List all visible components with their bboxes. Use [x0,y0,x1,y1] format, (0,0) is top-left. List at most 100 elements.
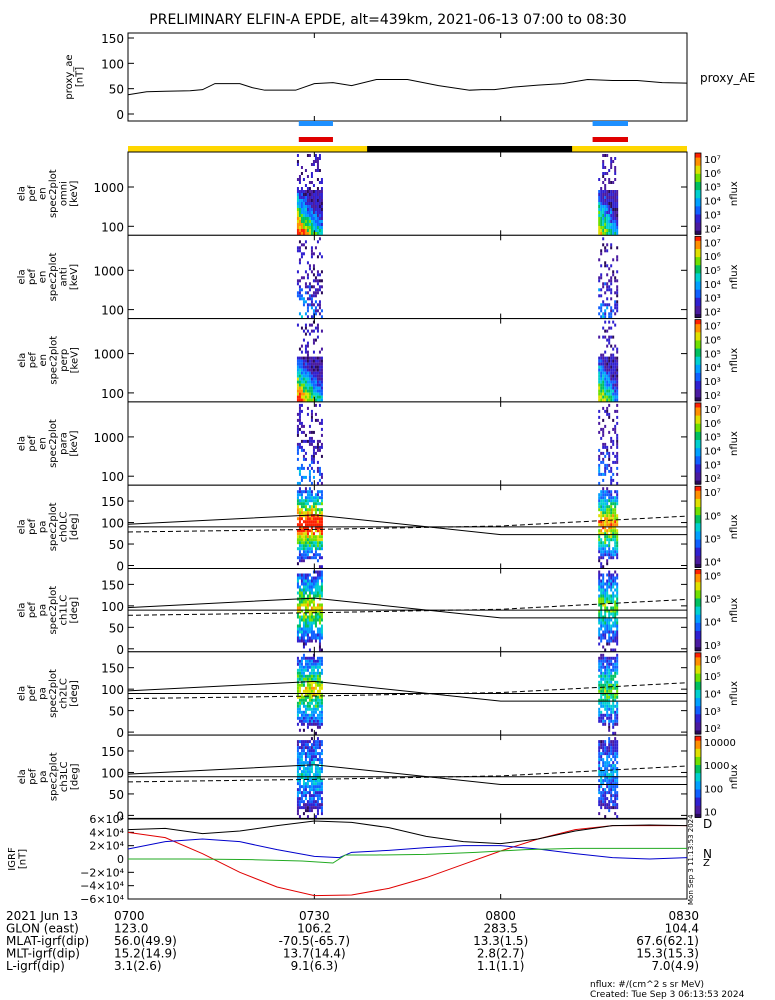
pixel [314,550,317,554]
pixel [608,190,611,193]
created-stamp: Created: Tue Sep 3 06:13:53 2024 [590,990,745,1000]
pixel [614,582,617,586]
pixel [602,722,605,726]
pixel [604,788,607,792]
pixel [320,692,323,696]
pixel [304,576,307,580]
pixel [306,668,309,672]
pixel [304,547,307,551]
pixel [614,788,617,792]
pixel [616,288,619,292]
pixel [312,508,315,512]
pixel [608,371,611,375]
pixel [320,371,323,375]
colorbar-segment [695,368,701,371]
pixel [314,232,317,235]
pixel [312,371,315,375]
pixel [296,582,299,586]
pixel [304,496,307,500]
pixel [296,205,299,208]
colorbar-segment [695,616,701,619]
footer-row-value: 0700 [114,909,145,923]
colorbar-segment [695,244,701,247]
pixel [304,535,307,539]
pixel [612,719,615,723]
pixel [318,794,321,798]
pixel [606,755,609,759]
pixel [300,424,303,428]
ylabel-line: ela [17,186,28,201]
colorbar-tick-label: 10⁵ [704,672,721,683]
pixel [616,460,619,464]
pixel [320,309,323,313]
pixel [318,656,321,660]
pixel [298,520,301,524]
pixel [308,442,311,446]
pixel [320,368,323,372]
pixel [600,223,603,226]
pixel [598,609,601,613]
pixel [310,782,313,786]
pixel [302,535,305,539]
pixel [306,466,309,470]
pixel [306,621,309,625]
pixel [318,636,321,640]
pixel [298,609,301,613]
colorbar-segment [695,660,701,664]
pixel [614,800,617,804]
pixel [310,680,313,684]
pixel [310,460,313,464]
pixel [318,797,321,801]
pixel [304,457,307,461]
pixel [606,505,609,509]
colorbar-segment [695,270,701,274]
pixel [320,627,323,631]
colorbar-segment [695,301,701,304]
colorbar-segment [695,746,701,749]
colorbar-segment [695,689,701,692]
pixel [306,692,309,696]
colorbar-segment [695,801,701,804]
pixel [318,380,321,384]
pixel [298,755,301,759]
pixel [320,797,323,801]
pixel [608,193,611,196]
pixel [312,553,315,557]
pixel [608,722,611,726]
colorbar-segment [695,374,701,378]
pixel [302,713,305,717]
colorbar-segment [695,571,701,575]
pixel [304,526,307,530]
colorbar-frame [694,152,702,235]
pixel [602,749,605,753]
pixel [606,249,609,253]
colorbar-segment [695,260,701,264]
pixel [314,389,317,393]
pixel [314,226,317,229]
pixel [320,624,323,628]
pixel [320,722,323,726]
pixel [614,779,617,783]
pixel [312,502,315,506]
pixel [600,508,603,512]
colorbar-segment [695,695,701,699]
colorbar-segment [695,289,701,292]
pixel [318,683,321,687]
pixel [310,232,313,235]
pixel [316,502,319,506]
pixel [604,668,607,672]
pixel [608,579,611,583]
pixel [302,600,305,604]
pixel [312,380,315,384]
colorbar-segment [695,532,701,536]
pixel [604,193,607,196]
pixel [614,615,617,619]
pixel [312,621,315,625]
colorbar-segment [695,518,701,522]
pixel [600,606,603,610]
pixel [318,439,321,443]
pixel [602,579,605,583]
pixel [616,797,619,801]
pixel [316,544,319,548]
